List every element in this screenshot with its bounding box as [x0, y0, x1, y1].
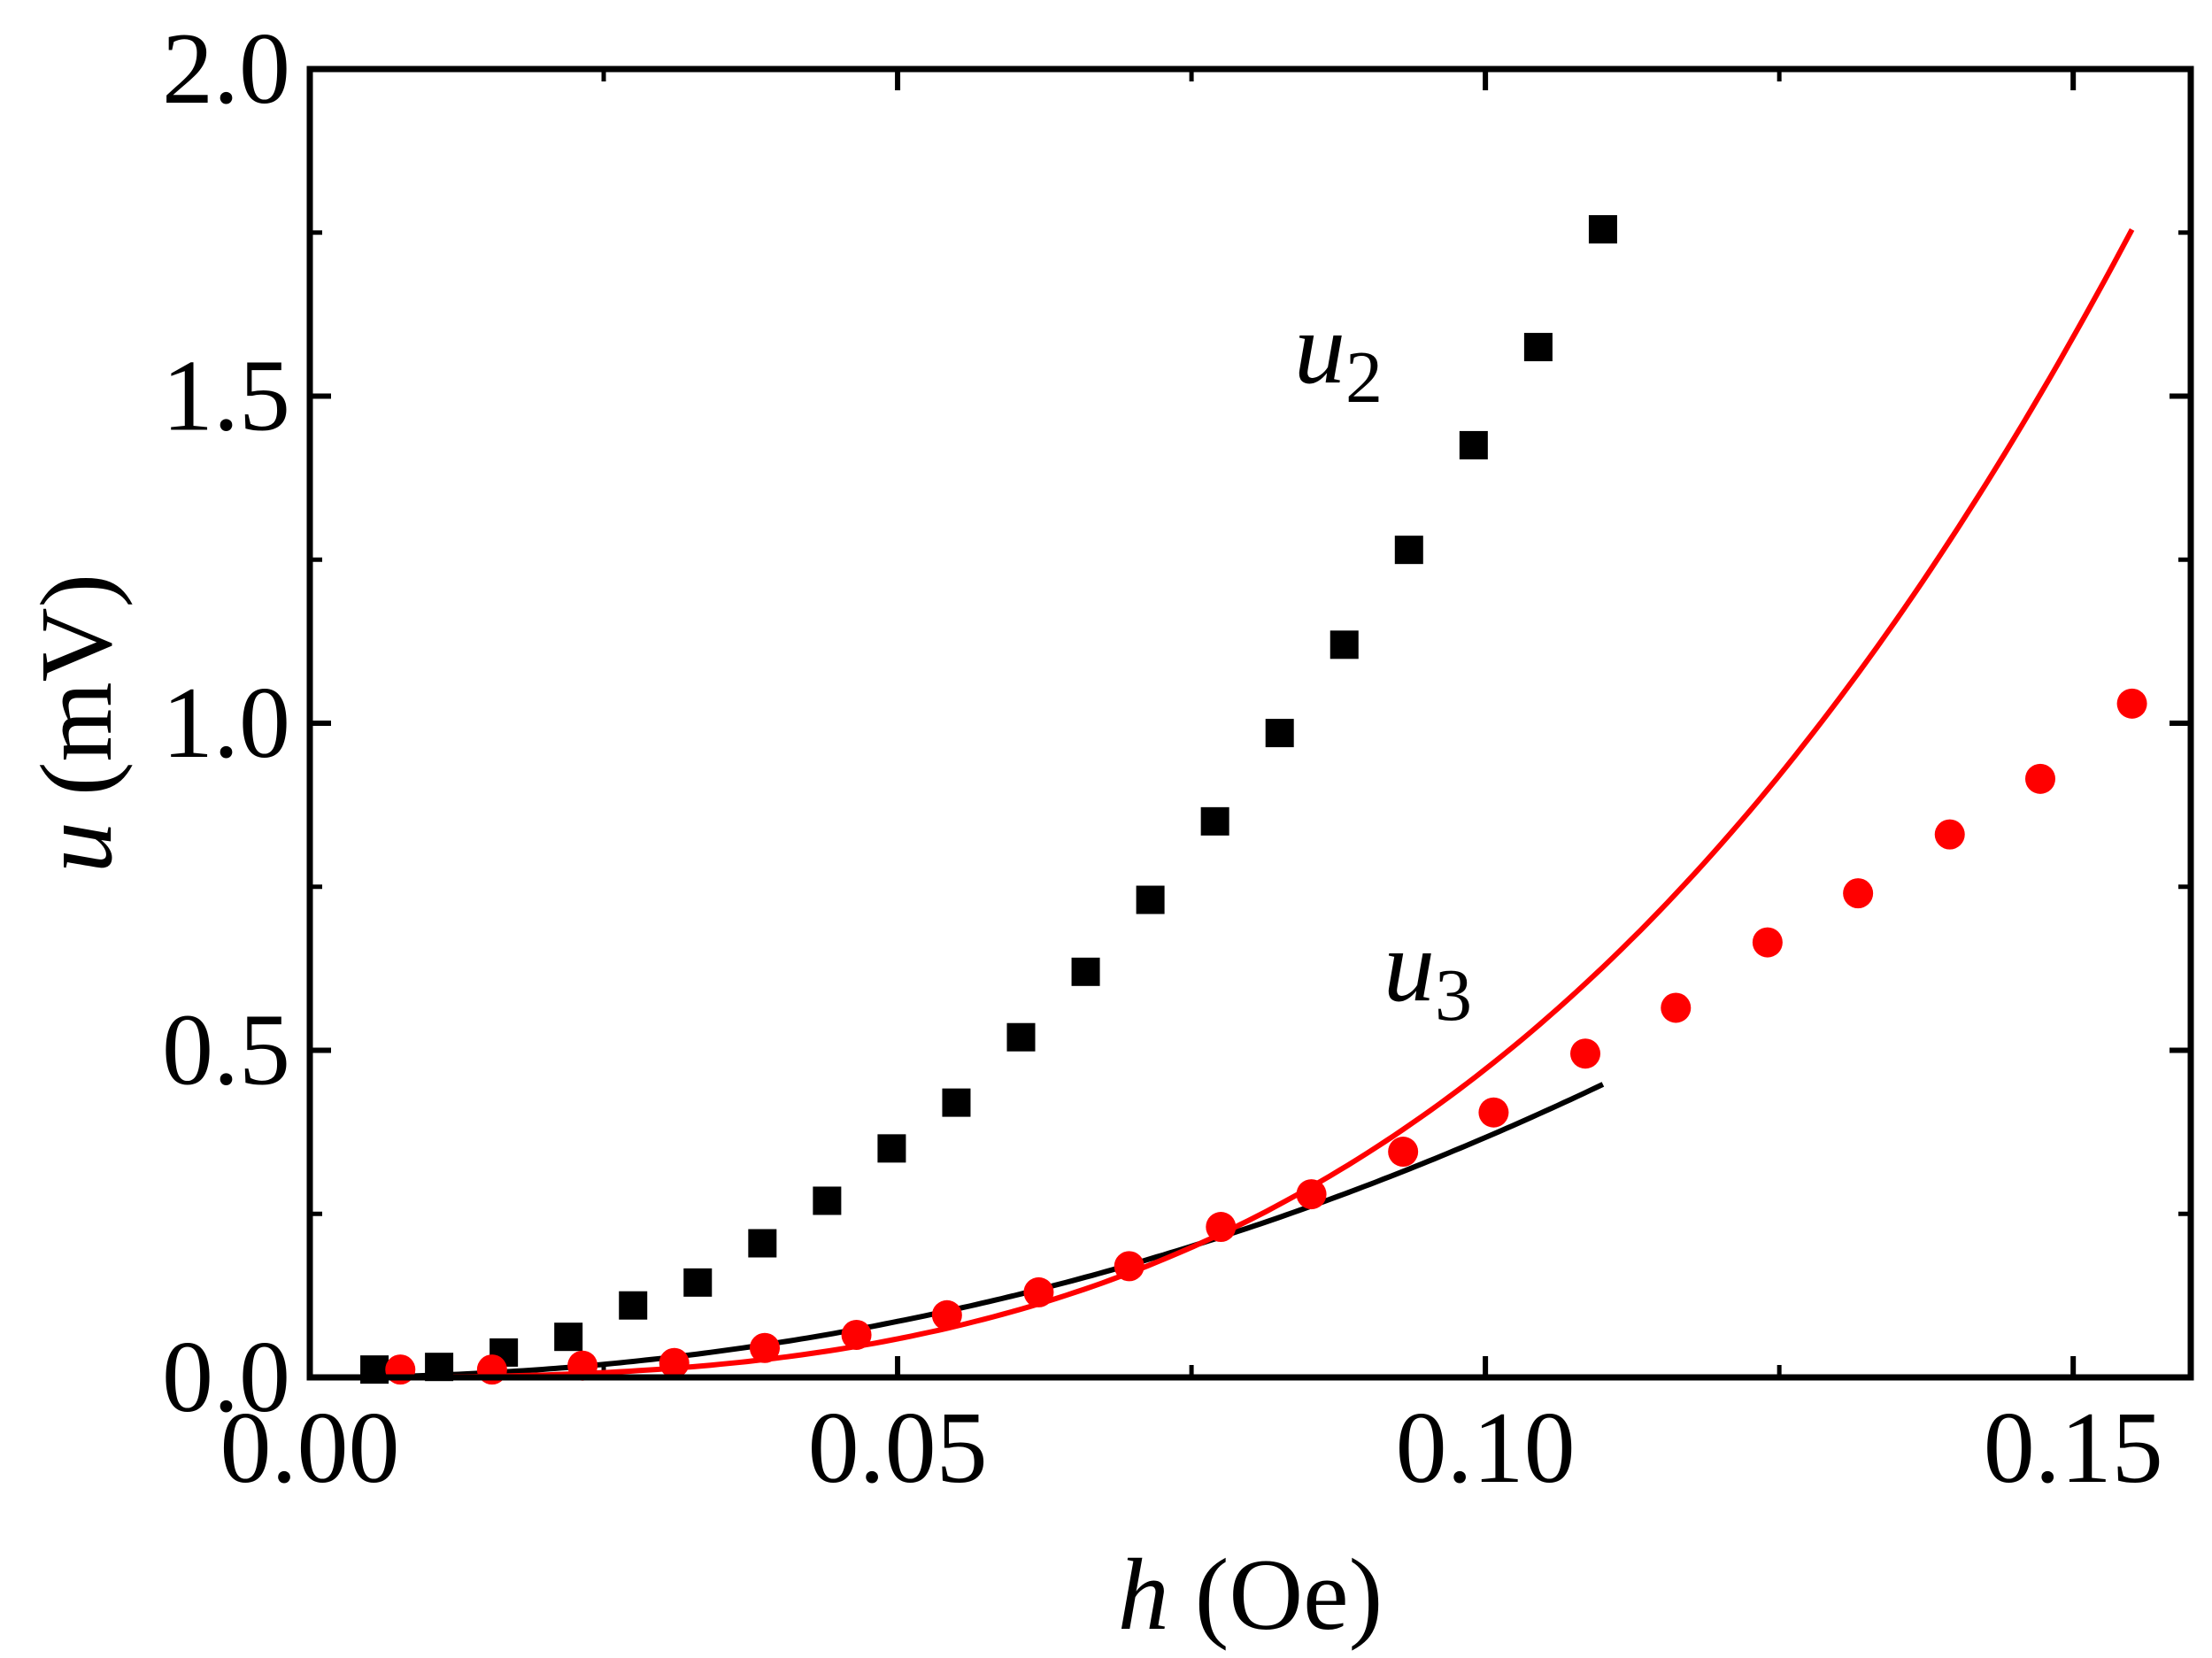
fit-curves: [310, 227, 2135, 1380]
marker-u3-14: [1661, 992, 1692, 1023]
marker-u3-18: [2025, 763, 2055, 794]
marker-u2-12: [1136, 885, 1165, 914]
y-tick-label-4: 2.0: [162, 12, 290, 126]
y-tick-label-0: 0.0: [162, 1321, 290, 1434]
marker-u2-7: [813, 1186, 842, 1215]
marker-u3-17: [1934, 819, 1965, 850]
marker-u3-2: [567, 1350, 598, 1381]
series-label-u2: u2: [1294, 292, 1383, 419]
tick-labels: 0.00 0.05 0.10 0.15 0.0 0.5 1.0 1.5 2.0: [162, 12, 2163, 1505]
marker-u3-10: [1296, 1179, 1327, 1210]
y-axis-unit: (mV): [20, 574, 134, 821]
x-axis-unit: (Oe): [1169, 1538, 1383, 1652]
x-tick-label-3: 0.15: [1984, 1392, 2163, 1505]
marker-u2-10: [1006, 1022, 1036, 1052]
marker-u3-15: [1752, 927, 1783, 958]
series-label-u3-main: u: [1383, 910, 1435, 1023]
plot-frame: [306, 66, 2194, 1381]
marker-u2-17: [1459, 430, 1488, 459]
marker-u2-14: [1265, 719, 1294, 748]
marker-u3-16: [1843, 878, 1874, 909]
y-tick-label-3: 1.5: [162, 340, 290, 453]
x-tick-label-2: 0.10: [1396, 1392, 1576, 1505]
y-axis-title: u (mV): [20, 574, 134, 873]
marker-u2-8: [877, 1134, 906, 1163]
marker-u3-19: [2116, 688, 2147, 719]
x-tick-label-1: 0.05: [808, 1392, 988, 1505]
marker-u2-11: [1071, 957, 1100, 986]
marker-u2-18: [1523, 333, 1553, 362]
marker-u3-6: [931, 1299, 962, 1330]
x-tick-label-0: 0.00: [220, 1392, 400, 1505]
series-label-u3-sub: 3: [1435, 954, 1472, 1037]
series-label-u2-sub: 2: [1345, 336, 1383, 419]
marker-u3-8: [1114, 1251, 1145, 1282]
marker-u3-11: [1388, 1137, 1419, 1168]
marker-u3-7: [1023, 1276, 1054, 1307]
series-label-u3: u3: [1383, 910, 1472, 1037]
data-markers: [360, 215, 2147, 1385]
marker-u2-4: [619, 1291, 648, 1320]
fit-curve-u3: [310, 227, 2135, 1380]
marker-u2-9: [942, 1088, 971, 1117]
marker-u3-12: [1478, 1097, 1509, 1128]
y-tick-label-1: 0.5: [162, 994, 290, 1107]
marker-u2-6: [748, 1229, 777, 1258]
x-axis-title: h (Oe): [1118, 1538, 1383, 1652]
marker-u3-9: [1206, 1212, 1237, 1243]
marker-u2-5: [683, 1268, 713, 1297]
marker-u2-15: [1330, 630, 1359, 659]
marker-u2-13: [1200, 806, 1229, 836]
x-axis-var: h: [1118, 1538, 1169, 1652]
marker-u2-19: [1588, 215, 1617, 244]
series-label-u2-main: u: [1294, 292, 1345, 405]
marker-u3-4: [749, 1332, 780, 1363]
y-tick-label-2: 1.0: [162, 667, 290, 780]
marker-u2-3: [554, 1323, 583, 1352]
marker-u3-13: [1570, 1038, 1601, 1069]
marker-u3-5: [841, 1319, 872, 1350]
marker-u3-3: [659, 1347, 690, 1378]
grid-layer: [307, 66, 2191, 1380]
marker-u2-16: [1394, 536, 1423, 565]
y-axis-var: u: [20, 821, 134, 873]
